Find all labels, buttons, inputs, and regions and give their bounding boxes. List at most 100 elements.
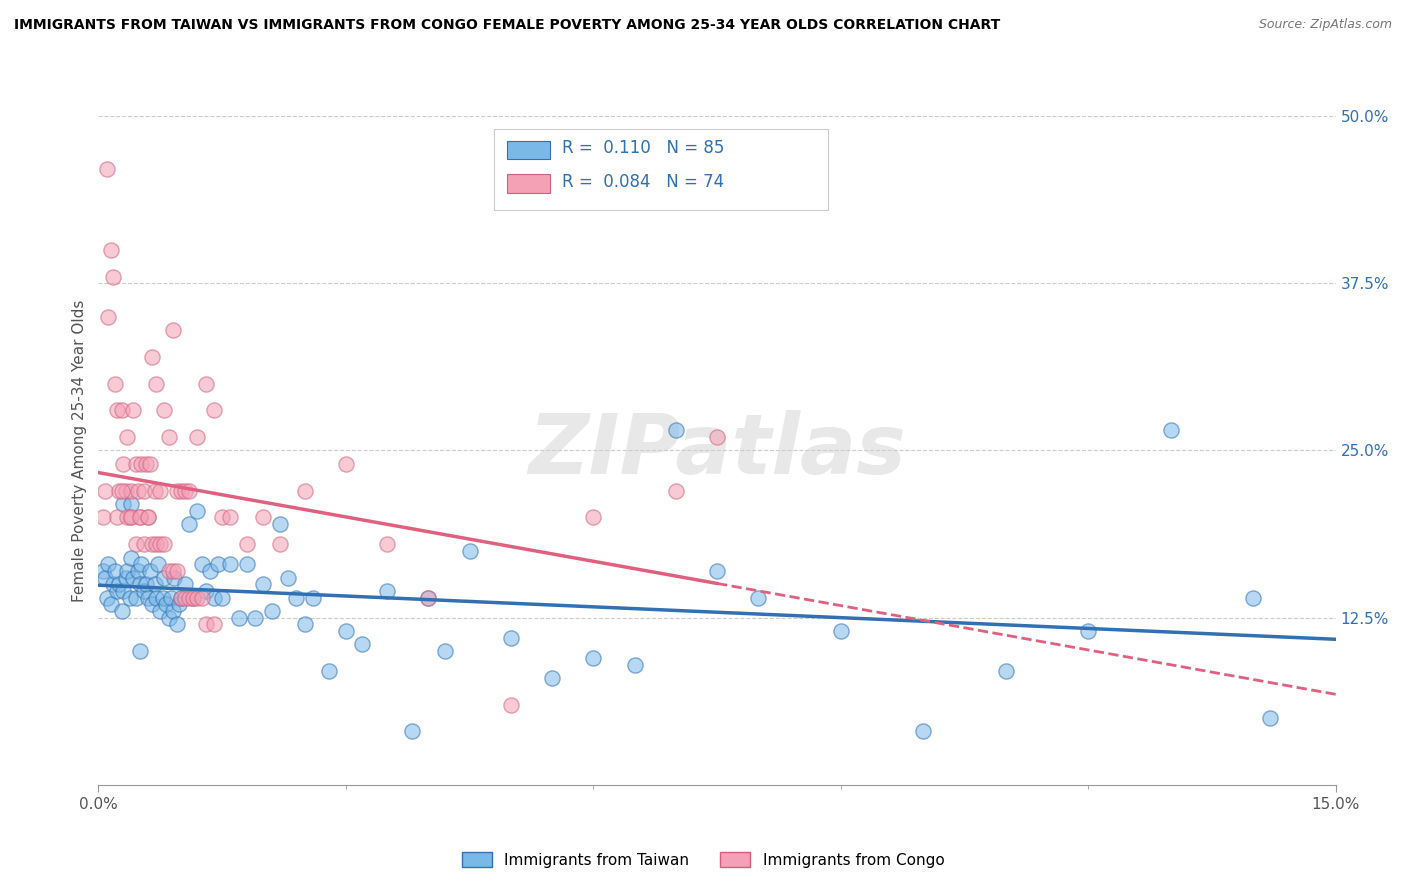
Point <box>162 323 184 337</box>
Point <box>202 591 225 605</box>
Point <box>912 724 935 739</box>
Point <box>162 564 184 578</box>
Point <box>174 591 197 605</box>
Point <box>146 557 169 572</box>
Point <box>269 516 291 531</box>
Point <box>128 510 150 524</box>
Point <box>318 664 340 679</box>
Point <box>132 583 155 598</box>
Point <box>120 550 142 565</box>
Point <box>136 510 159 524</box>
Point <box>124 457 146 471</box>
Point <box>162 604 184 618</box>
Point <box>335 457 357 471</box>
Point <box>219 510 242 524</box>
Point <box>127 483 149 498</box>
Point <box>277 571 299 585</box>
Point <box>105 510 128 524</box>
Point <box>198 564 221 578</box>
Point <box>499 631 522 645</box>
Point <box>122 403 145 417</box>
FancyBboxPatch shape <box>506 141 550 160</box>
Point <box>155 598 177 612</box>
Point <box>136 510 159 524</box>
Point <box>103 577 125 591</box>
Point <box>179 516 201 531</box>
Point <box>186 430 208 444</box>
Point <box>105 583 128 598</box>
Point <box>166 617 188 632</box>
Point <box>128 577 150 591</box>
Point <box>335 624 357 639</box>
Point <box>174 577 197 591</box>
Point <box>114 571 136 585</box>
Point <box>104 564 127 578</box>
Point <box>211 510 233 524</box>
Point <box>181 591 204 605</box>
Point <box>157 611 180 625</box>
Point <box>302 591 325 605</box>
Point <box>194 376 217 391</box>
Point <box>128 644 150 658</box>
Point <box>706 564 728 578</box>
Point <box>375 583 398 598</box>
Point <box>100 243 122 257</box>
Point <box>179 483 201 498</box>
Point <box>141 598 163 612</box>
Point <box>152 591 174 605</box>
Point <box>186 591 208 605</box>
Point <box>294 483 316 498</box>
Point <box>149 537 172 551</box>
Point <box>1258 711 1281 725</box>
Point <box>401 724 423 739</box>
Point <box>124 537 146 551</box>
Point <box>294 617 316 632</box>
Point <box>128 510 150 524</box>
Point <box>131 557 153 572</box>
Point <box>1160 424 1182 438</box>
Point <box>94 483 117 498</box>
Point <box>160 591 183 605</box>
Point <box>202 617 225 632</box>
Point <box>163 571 186 585</box>
Point <box>582 651 605 665</box>
Point <box>418 591 440 605</box>
Legend: Immigrants from Taiwan, Immigrants from Congo: Immigrants from Taiwan, Immigrants from … <box>454 844 952 875</box>
Point <box>105 403 128 417</box>
Point <box>202 403 225 417</box>
Point <box>181 591 204 605</box>
Point <box>110 483 132 498</box>
Point <box>167 598 190 612</box>
Point <box>252 577 274 591</box>
Point <box>145 537 167 551</box>
Point <box>120 497 142 511</box>
Point <box>131 457 153 471</box>
Point <box>190 557 212 572</box>
Point <box>166 564 188 578</box>
Point <box>108 483 131 498</box>
Point <box>194 583 217 598</box>
Point <box>127 564 149 578</box>
Point <box>418 591 440 605</box>
Point <box>170 483 193 498</box>
Point <box>153 537 176 551</box>
Point <box>375 537 398 551</box>
Point <box>1077 624 1099 639</box>
Text: R =  0.084   N = 74: R = 0.084 N = 74 <box>562 172 724 191</box>
Point <box>135 577 157 591</box>
Point <box>97 557 120 572</box>
Point <box>211 591 233 605</box>
Point <box>236 537 259 551</box>
Point <box>94 571 117 585</box>
Point <box>135 457 157 471</box>
Point <box>433 644 456 658</box>
Point <box>170 591 193 605</box>
Point <box>207 557 229 572</box>
Point <box>132 483 155 498</box>
Point <box>143 483 166 498</box>
Point <box>96 162 118 177</box>
Point <box>100 598 122 612</box>
Point <box>499 698 522 712</box>
Point <box>118 510 141 524</box>
Point <box>138 564 160 578</box>
